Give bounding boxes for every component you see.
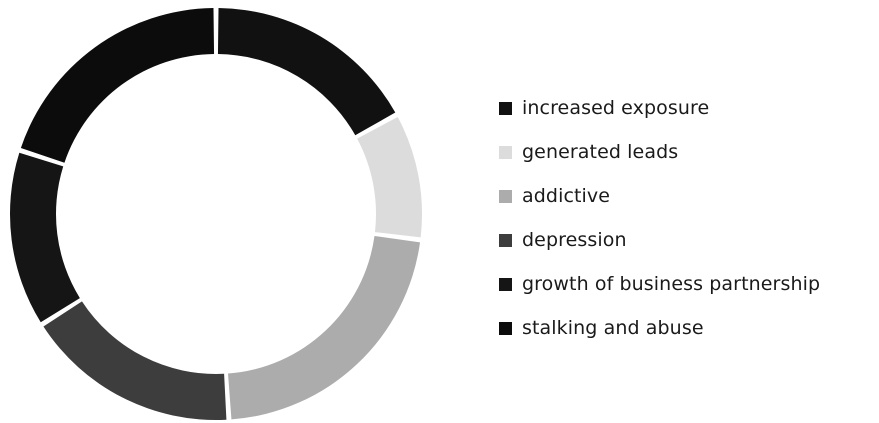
legend-swatch-stalking-and-abuse bbox=[499, 321, 512, 335]
slice-generated-leads bbox=[357, 116, 422, 238]
legend-item-depression: depression bbox=[499, 218, 820, 262]
legend-label-stalking-and-abuse: stalking and abuse bbox=[522, 317, 704, 339]
legend: increased exposure generated leads addic… bbox=[499, 86, 820, 350]
legend-swatch-addictive bbox=[499, 189, 512, 203]
slice-stalking-and-abuse bbox=[20, 8, 215, 163]
legend-item-stalking-and-abuse: stalking and abuse bbox=[499, 306, 820, 350]
slice-addictive bbox=[227, 235, 421, 420]
legend-item-generated-leads: generated leads bbox=[499, 130, 820, 174]
legend-swatch-generated-leads bbox=[499, 145, 512, 159]
legend-item-increased-exposure: increased exposure bbox=[499, 86, 820, 130]
slice-depression bbox=[43, 301, 227, 420]
legend-label-addictive: addictive bbox=[522, 185, 611, 207]
legend-label-depression: depression bbox=[522, 229, 627, 251]
legend-swatch-increased-exposure bbox=[499, 101, 512, 115]
legend-label-increased-exposure: increased exposure bbox=[522, 97, 710, 119]
legend-item-addictive: addictive bbox=[499, 174, 820, 218]
legend-item-growth-of-business-partnership: growth of business partnership bbox=[499, 262, 820, 306]
slice-increased-exposure bbox=[217, 8, 396, 136]
legend-swatch-depression bbox=[499, 233, 512, 247]
legend-label-generated-leads: generated leads bbox=[522, 141, 679, 163]
legend-swatch-growth-of-business-partnership bbox=[499, 277, 512, 291]
donut-chart bbox=[9, 8, 422, 420]
slice-growth-of-business-partnership bbox=[9, 152, 80, 323]
legend-label-growth-of-business-partnership: growth of business partnership bbox=[522, 273, 821, 295]
